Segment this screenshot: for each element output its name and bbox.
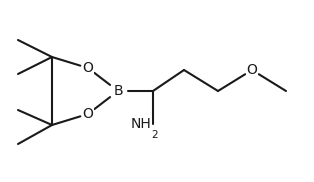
Text: O: O [83,61,94,75]
Text: B: B [113,84,123,98]
Text: O: O [83,107,94,121]
Text: 2: 2 [151,130,158,140]
Text: O: O [246,63,257,77]
Text: NH: NH [130,117,151,131]
